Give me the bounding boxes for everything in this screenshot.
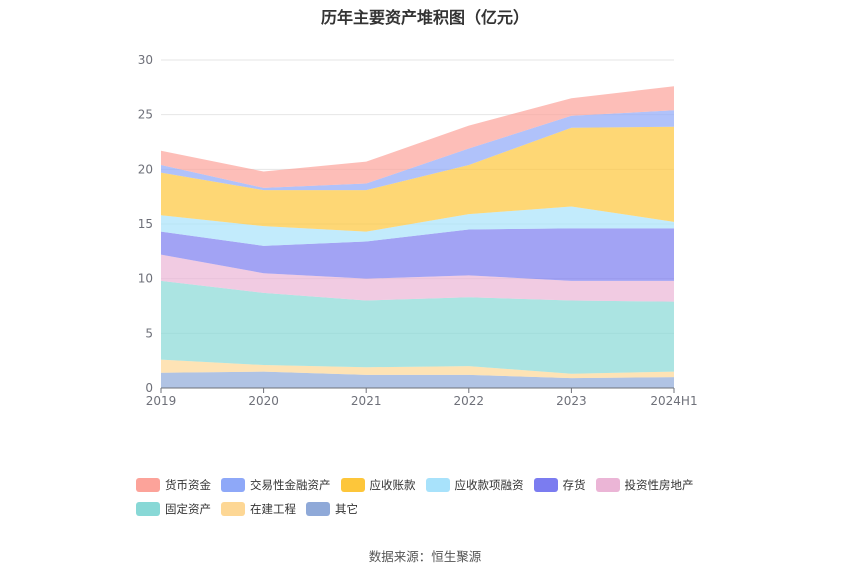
y-tick-label: 5 (145, 326, 153, 340)
area-series-4 (161, 228, 674, 281)
area-series-3 (161, 254, 674, 302)
y-tick-label: 15 (138, 217, 153, 231)
legend-item[interactable]: 交易性金融资产 (221, 477, 331, 493)
legend-item[interactable]: 其它 (306, 501, 358, 517)
y-tick-label: 10 (138, 272, 153, 286)
legend-label: 交易性金融资产 (250, 478, 331, 492)
legend-swatch (221, 478, 245, 492)
area-series-8 (161, 86, 674, 188)
legend-item[interactable]: 存货 (533, 477, 586, 493)
legend-label: 其它 (335, 502, 358, 516)
x-tick-label: 2019 (146, 394, 177, 408)
legend-swatch (533, 478, 558, 492)
x-tick-label: 2022 (454, 394, 485, 408)
area-series-7 (161, 110, 674, 191)
y-tick-label: 20 (138, 162, 153, 176)
legend-label: 应收账款 (369, 478, 416, 492)
legend-label: 投资性房地产 (624, 478, 694, 492)
legend-item[interactable]: 投资性房地产 (595, 477, 694, 493)
x-tick-label: 2023 (556, 394, 587, 408)
chart-title: 历年主要资产堆积图（亿元） (320, 8, 529, 27)
legend-label: 应收款项融资 (454, 478, 524, 492)
y-tick-label: 0 (145, 381, 153, 395)
legend-swatch (136, 502, 160, 516)
x-tick-label: 2020 (248, 394, 279, 408)
area-series-6 (161, 126, 674, 232)
legend-label: 货币资金 (165, 478, 211, 492)
legend-row: 货币资金 交易性金融资产 应收账款 应收款项融资 存货 投资性房地产 (136, 473, 776, 497)
legend-item[interactable]: 应收账款 (340, 477, 416, 493)
area-series-5 (161, 206, 674, 246)
legend-swatch (340, 478, 365, 492)
legend-item[interactable]: 货币资金 (136, 477, 211, 493)
legend-row: 固定资产 在建工程 其它 (136, 497, 776, 521)
x-tick-label: 2021 (351, 394, 382, 408)
area-series-0 (161, 371, 674, 388)
legend-swatch (306, 502, 330, 516)
legend-swatch (221, 502, 245, 516)
x-tick-label: 2024H1 (650, 394, 697, 408)
area-series-1 (161, 359, 674, 379)
legend-label: 固定资产 (165, 502, 211, 516)
legend-label: 存货 (562, 478, 586, 492)
legend-item[interactable]: 应收款项融资 (425, 477, 524, 493)
stacked-area-chart: 0 5 10 15 20 25 30 2019 2020 2021 2022 2023 2024H1 (138, 53, 698, 408)
legend-swatch (136, 478, 160, 492)
legend-item[interactable]: 固定资产 (136, 501, 211, 517)
data-source: 数据来源：恒生聚源 (368, 549, 482, 564)
legend-item[interactable]: 在建工程 (221, 501, 296, 517)
legend-swatch (595, 478, 620, 492)
legend-swatch (425, 478, 450, 492)
legend: 货币资金 交易性金融资产 应收账款 应收款项融资 存货 投资性房地产 固定资产 在建工程 其它 (136, 473, 776, 521)
y-tick-label: 30 (138, 53, 153, 67)
legend-label: 在建工程 (250, 502, 296, 516)
y-tick-label: 25 (138, 108, 153, 122)
area-series-2 (161, 280, 674, 374)
